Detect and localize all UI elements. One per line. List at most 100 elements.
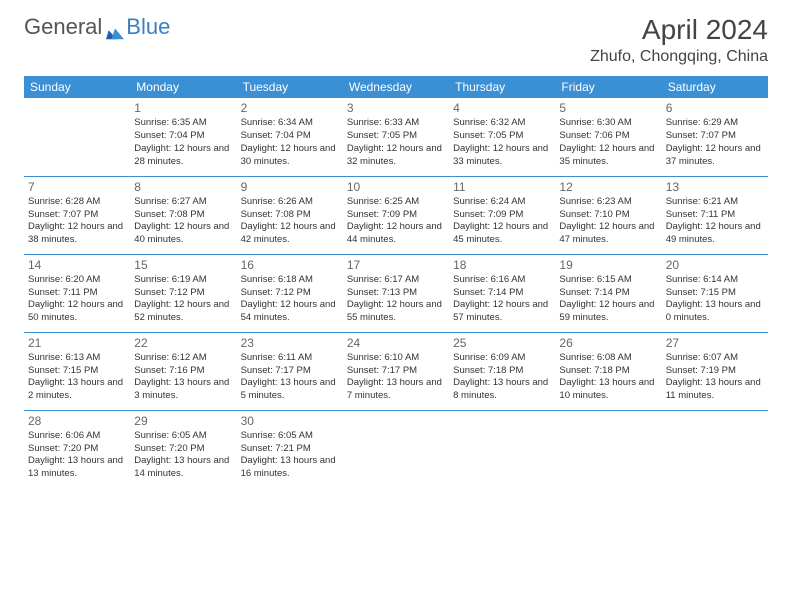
- weekday-header: Monday: [130, 76, 236, 98]
- daylight-line: Daylight: 13 hours and 13 minutes.: [28, 455, 126, 481]
- daylight-line: Daylight: 12 hours and 50 minutes.: [28, 299, 126, 325]
- sunrise-line: Sunrise: 6:11 AM: [241, 352, 339, 365]
- day-number: 22: [134, 335, 232, 351]
- daylight-line: Daylight: 12 hours and 40 minutes.: [134, 221, 232, 247]
- day-number: 17: [347, 257, 445, 273]
- sunset-line: Sunset: 7:04 PM: [134, 130, 232, 143]
- sunset-line: Sunset: 7:18 PM: [559, 365, 657, 378]
- sunset-line: Sunset: 7:14 PM: [559, 287, 657, 300]
- sunset-line: Sunset: 7:05 PM: [347, 130, 445, 143]
- sunset-line: Sunset: 7:14 PM: [453, 287, 551, 300]
- day-number: 2: [241, 100, 339, 116]
- sunset-line: Sunset: 7:17 PM: [347, 365, 445, 378]
- month-title: April 2024: [590, 14, 768, 46]
- day-number: 16: [241, 257, 339, 273]
- calendar-day-cell: 17Sunrise: 6:17 AMSunset: 7:13 PMDayligh…: [343, 254, 449, 332]
- sunset-line: Sunset: 7:07 PM: [28, 209, 126, 222]
- sunset-line: Sunset: 7:11 PM: [28, 287, 126, 300]
- daylight-line: Daylight: 12 hours and 32 minutes.: [347, 143, 445, 169]
- sunset-line: Sunset: 7:09 PM: [453, 209, 551, 222]
- day-number: 6: [666, 100, 764, 116]
- sunrise-line: Sunrise: 6:27 AM: [134, 196, 232, 209]
- location-label: Zhufo, Chongqing, China: [590, 48, 768, 66]
- calendar-day-cell: 11Sunrise: 6:24 AMSunset: 7:09 PMDayligh…: [449, 176, 555, 254]
- sunrise-line: Sunrise: 6:17 AM: [347, 274, 445, 287]
- calendar-week-row: 21Sunrise: 6:13 AMSunset: 7:15 PMDayligh…: [24, 332, 768, 410]
- daylight-line: Daylight: 12 hours and 45 minutes.: [453, 221, 551, 247]
- daylight-line: Daylight: 13 hours and 0 minutes.: [666, 299, 764, 325]
- calendar-day-cell: [343, 410, 449, 488]
- sunrise-line: Sunrise: 6:05 AM: [134, 430, 232, 443]
- sunrise-line: Sunrise: 6:12 AM: [134, 352, 232, 365]
- sunrise-line: Sunrise: 6:26 AM: [241, 196, 339, 209]
- day-number: 30: [241, 413, 339, 429]
- sunrise-line: Sunrise: 6:35 AM: [134, 117, 232, 130]
- daylight-line: Daylight: 12 hours and 52 minutes.: [134, 299, 232, 325]
- brand-part2: Blue: [126, 14, 170, 40]
- daylight-line: Daylight: 12 hours and 37 minutes.: [666, 143, 764, 169]
- sunset-line: Sunset: 7:07 PM: [666, 130, 764, 143]
- day-number: 7: [28, 179, 126, 195]
- calendar-day-cell: 24Sunrise: 6:10 AMSunset: 7:17 PMDayligh…: [343, 332, 449, 410]
- day-number: 28: [28, 413, 126, 429]
- daylight-line: Daylight: 13 hours and 3 minutes.: [134, 377, 232, 403]
- sunrise-line: Sunrise: 6:29 AM: [666, 117, 764, 130]
- sunset-line: Sunset: 7:15 PM: [28, 365, 126, 378]
- sunset-line: Sunset: 7:08 PM: [241, 209, 339, 222]
- calendar-day-cell: 13Sunrise: 6:21 AMSunset: 7:11 PMDayligh…: [662, 176, 768, 254]
- day-number: 9: [241, 179, 339, 195]
- sunset-line: Sunset: 7:06 PM: [559, 130, 657, 143]
- daylight-line: Daylight: 12 hours and 30 minutes.: [241, 143, 339, 169]
- calendar-day-cell: 12Sunrise: 6:23 AMSunset: 7:10 PMDayligh…: [555, 176, 661, 254]
- calendar-day-cell: 30Sunrise: 6:05 AMSunset: 7:21 PMDayligh…: [237, 410, 343, 488]
- calendar-day-cell: 26Sunrise: 6:08 AMSunset: 7:18 PMDayligh…: [555, 332, 661, 410]
- daylight-line: Daylight: 13 hours and 11 minutes.: [666, 377, 764, 403]
- daylight-line: Daylight: 12 hours and 47 minutes.: [559, 221, 657, 247]
- calendar-week-row: 28Sunrise: 6:06 AMSunset: 7:20 PMDayligh…: [24, 410, 768, 488]
- calendar-day-cell: 7Sunrise: 6:28 AMSunset: 7:07 PMDaylight…: [24, 176, 130, 254]
- calendar-day-cell: 3Sunrise: 6:33 AMSunset: 7:05 PMDaylight…: [343, 98, 449, 176]
- weekday-header: Thursday: [449, 76, 555, 98]
- calendar-day-cell: 15Sunrise: 6:19 AMSunset: 7:12 PMDayligh…: [130, 254, 236, 332]
- daylight-line: Daylight: 12 hours and 44 minutes.: [347, 221, 445, 247]
- sunset-line: Sunset: 7:21 PM: [241, 443, 339, 456]
- sunrise-line: Sunrise: 6:30 AM: [559, 117, 657, 130]
- sunrise-line: Sunrise: 6:16 AM: [453, 274, 551, 287]
- sunrise-line: Sunrise: 6:09 AM: [453, 352, 551, 365]
- sunrise-line: Sunrise: 6:06 AM: [28, 430, 126, 443]
- calendar-day-cell: 25Sunrise: 6:09 AMSunset: 7:18 PMDayligh…: [449, 332, 555, 410]
- daylight-line: Daylight: 13 hours and 14 minutes.: [134, 455, 232, 481]
- calendar-day-cell: 9Sunrise: 6:26 AMSunset: 7:08 PMDaylight…: [237, 176, 343, 254]
- sunset-line: Sunset: 7:19 PM: [666, 365, 764, 378]
- day-number: 1: [134, 100, 232, 116]
- day-number: 8: [134, 179, 232, 195]
- sunrise-line: Sunrise: 6:32 AM: [453, 117, 551, 130]
- daylight-line: Daylight: 13 hours and 10 minutes.: [559, 377, 657, 403]
- day-number: 21: [28, 335, 126, 351]
- sunrise-line: Sunrise: 6:20 AM: [28, 274, 126, 287]
- daylight-line: Daylight: 13 hours and 5 minutes.: [241, 377, 339, 403]
- day-number: 5: [559, 100, 657, 116]
- calendar-day-cell: 5Sunrise: 6:30 AMSunset: 7:06 PMDaylight…: [555, 98, 661, 176]
- sunrise-line: Sunrise: 6:15 AM: [559, 274, 657, 287]
- sunset-line: Sunset: 7:09 PM: [347, 209, 445, 222]
- calendar-day-cell: 14Sunrise: 6:20 AMSunset: 7:11 PMDayligh…: [24, 254, 130, 332]
- calendar-day-cell: [662, 410, 768, 488]
- calendar-day-cell: 18Sunrise: 6:16 AMSunset: 7:14 PMDayligh…: [449, 254, 555, 332]
- calendar-day-cell: 19Sunrise: 6:15 AMSunset: 7:14 PMDayligh…: [555, 254, 661, 332]
- sunrise-line: Sunrise: 6:34 AM: [241, 117, 339, 130]
- sunrise-line: Sunrise: 6:14 AM: [666, 274, 764, 287]
- day-number: 24: [347, 335, 445, 351]
- weekday-header: Wednesday: [343, 76, 449, 98]
- daylight-line: Daylight: 12 hours and 57 minutes.: [453, 299, 551, 325]
- day-number: 14: [28, 257, 126, 273]
- day-number: 20: [666, 257, 764, 273]
- sunset-line: Sunset: 7:17 PM: [241, 365, 339, 378]
- calendar-week-row: 7Sunrise: 6:28 AMSunset: 7:07 PMDaylight…: [24, 176, 768, 254]
- daylight-line: Daylight: 12 hours and 54 minutes.: [241, 299, 339, 325]
- sunrise-line: Sunrise: 6:21 AM: [666, 196, 764, 209]
- calendar-day-cell: 21Sunrise: 6:13 AMSunset: 7:15 PMDayligh…: [24, 332, 130, 410]
- calendar-day-cell: 2Sunrise: 6:34 AMSunset: 7:04 PMDaylight…: [237, 98, 343, 176]
- day-number: 15: [134, 257, 232, 273]
- sunrise-line: Sunrise: 6:23 AM: [559, 196, 657, 209]
